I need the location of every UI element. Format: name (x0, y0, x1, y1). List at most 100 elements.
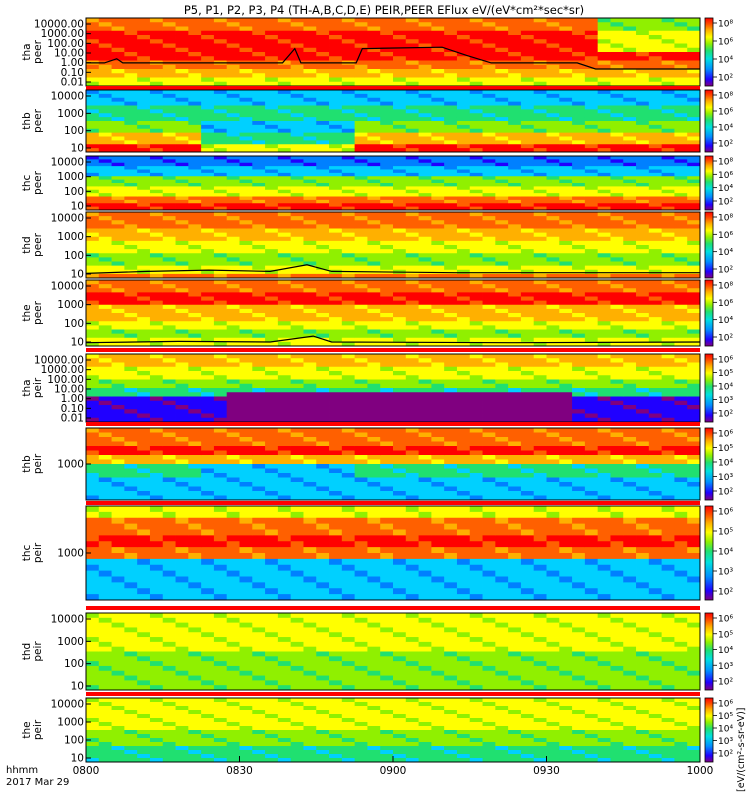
spectrogram-cell (521, 220, 534, 225)
spectrogram-cell (585, 305, 598, 310)
spectrogram-cell (559, 338, 572, 343)
spectrogram-cell (367, 305, 380, 310)
spectrogram-cell (508, 384, 521, 389)
spectrogram-cell (316, 280, 329, 285)
spectrogram-cell (278, 173, 291, 177)
spectrogram-cell (649, 197, 662, 201)
spectrogram-cell (572, 224, 585, 229)
spectrogram-cell (316, 455, 329, 460)
spectrogram-cell (495, 18, 508, 23)
spectrogram-cell (444, 78, 457, 83)
spectrogram-cell (291, 166, 304, 170)
spectrogram-cell (86, 22, 99, 27)
spectrogram-cell (137, 363, 150, 368)
spectrogram-cell (649, 176, 662, 180)
spectrogram-cell (367, 156, 380, 160)
spectrogram-cell (252, 371, 265, 376)
spectrogram-cell (674, 284, 687, 289)
spectrogram-cell (444, 73, 457, 78)
spectrogram-cell (547, 44, 560, 49)
spectrogram-cell (137, 241, 150, 246)
spectrogram-cell (623, 245, 636, 250)
spectrogram-cell (124, 69, 137, 74)
spectrogram-cell (380, 102, 393, 106)
spectrogram-cell (329, 106, 342, 110)
spectrogram-cell (674, 69, 687, 74)
spectrogram-cell (419, 56, 432, 61)
spectrogram-cell (674, 186, 687, 190)
spectrogram-cell (86, 137, 99, 141)
spectrogram-cell (278, 464, 291, 469)
spectrogram-cell (214, 121, 227, 125)
spectrogram-cell (227, 133, 240, 137)
spectrogram-cell (150, 65, 163, 70)
spectrogram-cell (662, 78, 675, 83)
spectrogram-cell (662, 380, 675, 385)
spectrogram-cell (99, 166, 112, 170)
spectrogram-cell (585, 31, 598, 36)
spectrogram-cell (291, 358, 304, 363)
spectrogram-cell (329, 113, 342, 117)
spectrogram-cell (188, 109, 201, 113)
spectrogram-cell (227, 159, 240, 163)
spectrogram-cell (444, 133, 457, 137)
spectrogram-cell (176, 31, 189, 36)
spectrogram-cell (508, 186, 521, 190)
spectrogram-cell (329, 186, 342, 190)
spectrogram-cell (99, 27, 112, 32)
spectrogram-cell (649, 216, 662, 221)
spectrogram-cell (572, 371, 585, 376)
spectrogram-cell (291, 487, 304, 492)
spectrogram-cell (585, 284, 598, 289)
spectrogram-cell (342, 90, 355, 94)
spectrogram-cell (636, 330, 649, 335)
spectrogram-cell (534, 156, 547, 160)
spectrogram-cell (201, 52, 214, 57)
spectrogram-cell (687, 334, 700, 339)
spectrogram-cell (508, 270, 521, 275)
spectrogram-cell (214, 106, 227, 110)
spectrogram-cell (508, 375, 521, 380)
spectrogram-cell (457, 129, 470, 133)
spectrogram-cell (227, 44, 240, 49)
spectrogram-cell (99, 397, 112, 402)
spectrogram-cell (303, 18, 316, 23)
spectrogram-cell (610, 354, 623, 359)
spectrogram-cell (150, 292, 163, 297)
spectrogram-cell (265, 193, 278, 197)
spectrogram-cell (342, 173, 355, 177)
y-tick-label: 100 (64, 318, 84, 330)
spectrogram-cell (342, 106, 355, 110)
spectrogram-cell (240, 117, 253, 121)
spectrogram-cell (674, 98, 687, 102)
spectrogram-cell (547, 358, 560, 363)
spectrogram-cell (86, 56, 99, 61)
spectrogram-cell (457, 297, 470, 302)
spectrogram-cell (201, 39, 214, 44)
spectrogram-cell (406, 52, 419, 57)
spectrogram-cell (303, 288, 316, 293)
spectrogram-cell (406, 39, 419, 44)
spectrogram-cell (483, 140, 496, 144)
spectrogram-cell (124, 401, 137, 406)
spectrogram-cell (124, 224, 137, 229)
spectrogram-cell (240, 144, 253, 148)
spectrogram-cell (252, 297, 265, 302)
spectrogram-cell (406, 392, 419, 397)
spectrogram-cell (150, 305, 163, 310)
spectrogram-cell (636, 409, 649, 414)
spectrogram-cell (112, 166, 125, 170)
spectrogram-cell (240, 78, 253, 83)
spectrogram-cell (419, 358, 432, 363)
spectrogram-cell (431, 257, 444, 262)
spectrogram-cell (176, 280, 189, 285)
spectrogram-cell (636, 180, 649, 184)
spectrogram-cell (419, 200, 432, 204)
spectrogram-cell (201, 469, 214, 474)
spectrogram-cell (674, 317, 687, 322)
spectrogram-cell (521, 183, 534, 187)
spectrogram-cell (329, 220, 342, 225)
spectrogram-cell (291, 428, 304, 433)
spectrogram-cell (252, 401, 265, 406)
spectrogram-cell (278, 31, 291, 36)
